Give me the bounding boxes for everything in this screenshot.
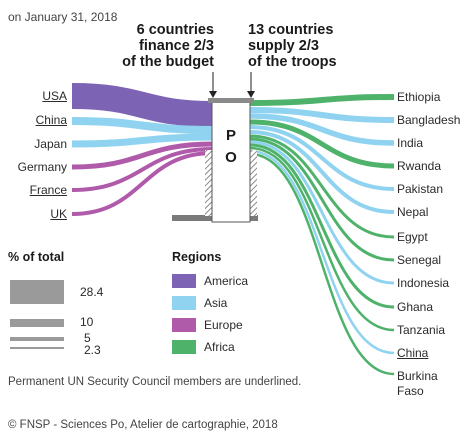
troops-arrowhead — [247, 91, 255, 98]
contributor-flow-rwanda — [249, 119, 395, 169]
pillar-leg-right — [248, 150, 257, 216]
funder-flow-china — [71, 117, 214, 134]
america-swatch — [172, 274, 196, 288]
contributor-label: Pakistan — [397, 182, 444, 196]
contributor-flow-bangladesh — [249, 107, 395, 123]
contributor-flow-tanzania — [249, 146, 395, 332]
size-bar-5 — [10, 337, 64, 341]
funder-label: UK — [50, 207, 67, 221]
funder-flow-japan — [71, 133, 214, 148]
contributor-flow-nepal — [249, 130, 395, 214]
budget-heading-line-3: of the budget — [122, 54, 214, 70]
po-pillar — [172, 98, 258, 223]
contributor-flow-ethiopia — [249, 94, 395, 106]
funder-flows — [71, 83, 214, 216]
contributor-flow-ghana — [249, 143, 395, 309]
funder-label: France — [29, 183, 67, 197]
contributor-label: Nepal — [397, 205, 429, 219]
funder-label: USA — [42, 89, 67, 103]
africa-legend-label: Africa — [204, 340, 235, 354]
footnote: Permanent UN Security Council members ar… — [8, 376, 302, 388]
america-legend-label: America — [204, 274, 249, 288]
po-letter-p: P — [226, 127, 236, 144]
pillar-top — [208, 98, 254, 103]
pillar-leg-left — [205, 150, 214, 216]
size-bar-28 — [10, 280, 64, 304]
contributor-label: Burkina Faso — [397, 369, 438, 398]
size-bar-2 — [10, 347, 64, 349]
size-bar-10 — [10, 319, 64, 327]
contributor-label: Indonesia — [397, 276, 450, 290]
funder-label: Japan — [34, 137, 67, 151]
size-legend-value: 2.3 — [84, 343, 101, 357]
budget-arrowhead — [209, 91, 217, 98]
contributor-flow-pakistan — [249, 125, 395, 191]
funder-label: China — [35, 113, 67, 127]
funder-flow-uk — [71, 151, 214, 216]
budget-heading-line-1: 6 countries — [136, 22, 214, 38]
size-legend-value: 5 — [84, 331, 91, 345]
contributor-flow-burkina-faso — [249, 152, 395, 376]
contributor-flow-india — [249, 113, 395, 146]
size-legend-title: % of total — [8, 250, 65, 264]
pillar-body — [211, 99, 251, 223]
contributor-label: Egypt — [397, 230, 428, 244]
size-legend-value: 10 — [80, 315, 94, 329]
africa-swatch — [172, 340, 196, 354]
heading-arrows — [209, 72, 255, 98]
contributor-flows — [249, 94, 395, 376]
budget-heading: 6 countries finance 2/3 of the budget — [110, 22, 214, 70]
troops-heading-line-1: 13 countries — [248, 22, 334, 38]
contributor-label: Rwanda — [397, 159, 442, 173]
funder-flow-france — [71, 147, 214, 192]
regions-legend-title: Regions — [172, 250, 222, 264]
contributor-label: Ethiopia — [397, 90, 441, 104]
size-legend-value: 28.4 — [80, 285, 104, 299]
contributor-label: India — [397, 136, 424, 150]
troops-heading-line-3: of the troops — [248, 54, 337, 70]
contributor-flow-indonesia — [249, 140, 395, 285]
credit: © FNSP - Sciences Po, Atelier de cartogr… — [8, 419, 278, 431]
troops-heading-line-2: supply 2/3 — [248, 38, 319, 54]
contributor-flow-senegal — [249, 137, 395, 262]
contributor-label: Tanzania — [397, 323, 446, 337]
contributor-label: Senegal — [397, 253, 442, 267]
troops-heading: 13 countries supply 2/3 of the troops — [248, 22, 368, 70]
contributor-flow-china — [249, 149, 395, 355]
contributor-label: China — [397, 346, 429, 360]
po-letter-o: O — [225, 149, 237, 166]
contributor-label: Bangladesh — [397, 113, 461, 127]
date-label: on January 31, 2018 — [8, 10, 118, 24]
contributor-flow-egypt — [249, 134, 395, 239]
budget-heading-line-2: finance 2/3 — [139, 38, 214, 54]
funder-flow-germany — [71, 141, 214, 170]
asia-swatch — [172, 296, 196, 310]
europe-legend-label: Europe — [204, 318, 243, 332]
size-legend-bars — [10, 280, 64, 349]
contributor-label: Ghana — [397, 300, 434, 314]
europe-swatch — [172, 318, 196, 332]
funder-flow-usa — [71, 83, 214, 127]
funder-label: Germany — [17, 160, 67, 174]
asia-legend-label: Asia — [204, 296, 228, 310]
